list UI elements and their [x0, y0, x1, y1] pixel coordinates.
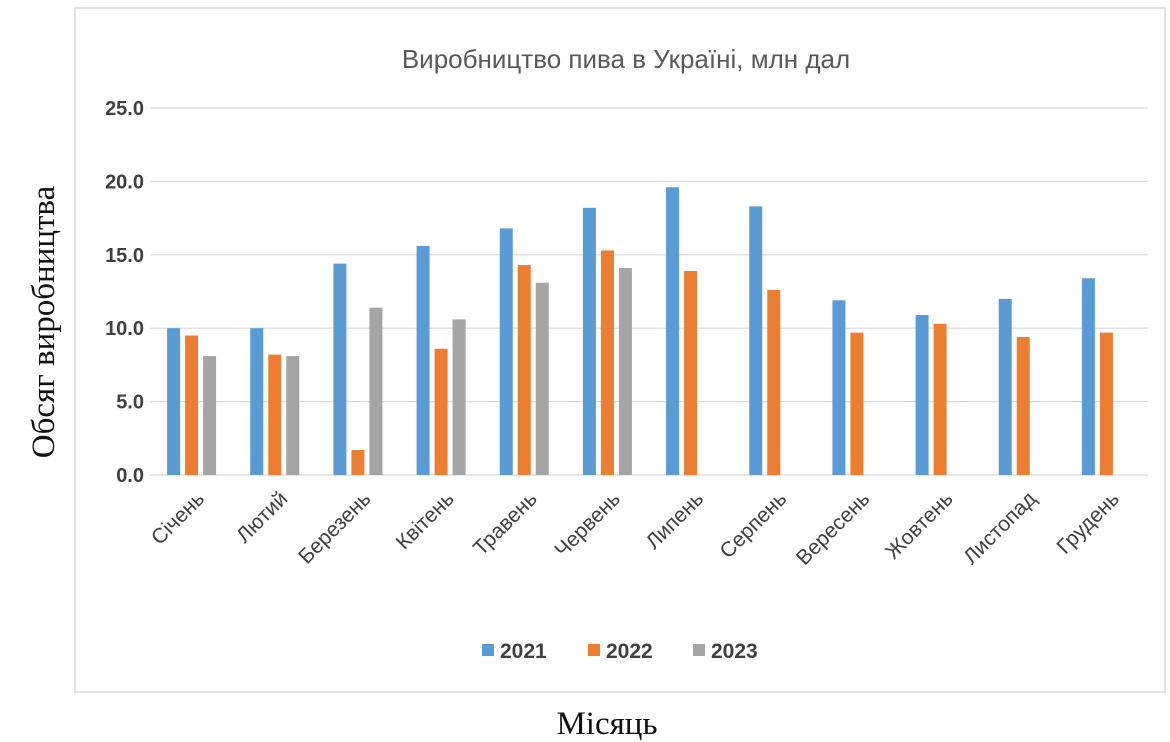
bar-2021-11 [998, 298, 1012, 475]
bar-2021-8 [749, 206, 763, 475]
bar-2022-4 [434, 348, 448, 475]
bar-2023-4 [452, 319, 466, 475]
legend-swatch-2021 [482, 644, 494, 656]
y-tick-label: 0.0 [116, 465, 144, 487]
legend-label: 2023 [711, 640, 758, 663]
bar-2021-10 [915, 314, 929, 475]
bar-2023-6 [618, 268, 632, 475]
legend-swatch-2023 [693, 644, 705, 656]
y-axis-ticks: 0.0 5.0 10.0 15.0 20.0 25.0 [105, 98, 144, 487]
y-tick-label: 25.0 [105, 98, 144, 120]
bar-2023-2 [286, 356, 300, 475]
bar-2022-10 [933, 323, 947, 475]
bars [167, 187, 1113, 475]
bar-2021-4 [416, 245, 430, 475]
chart-title: Виробництво пива в Україні, млн дал [402, 44, 850, 74]
bar-2022-2 [268, 354, 282, 475]
bar-2021-6 [582, 207, 596, 475]
bar-2022-5 [517, 265, 531, 475]
bar-2021-5 [499, 228, 513, 475]
bar-2021-7 [666, 187, 680, 475]
bar-2022-1 [185, 335, 199, 475]
y-tick-label: 20.0 [105, 171, 144, 193]
bar-2021-2 [250, 328, 264, 475]
bar-2022-6 [600, 250, 614, 475]
bar-2021-1 [167, 328, 181, 475]
legend: 2021 2022 2023 [482, 640, 758, 663]
legend-label: 2021 [500, 640, 547, 663]
y-tick-label: 5.0 [116, 392, 144, 414]
legend-swatch-2022 [588, 644, 600, 656]
bar-2022-12 [1099, 332, 1113, 475]
legend-label: 2022 [606, 640, 653, 663]
bar-2022-7 [684, 270, 698, 475]
bar-2022-11 [1016, 337, 1030, 475]
bar-2021-12 [1081, 278, 1095, 475]
gridlines [150, 107, 1148, 476]
bar-2022-9 [850, 332, 864, 475]
x-axis-title: Місяць [556, 706, 657, 742]
bar-2022-3 [351, 450, 365, 475]
y-tick-label: 15.0 [105, 245, 144, 267]
bar-2021-3 [333, 263, 347, 475]
bar-2022-8 [767, 290, 781, 475]
bar-2023-1 [203, 356, 217, 475]
y-tick-label: 10.0 [105, 318, 144, 340]
bar-2023-5 [535, 282, 549, 475]
bar-2023-3 [369, 307, 383, 475]
y-axis-title: Обсяг виробництва [26, 185, 62, 458]
bar-2021-9 [832, 300, 846, 475]
